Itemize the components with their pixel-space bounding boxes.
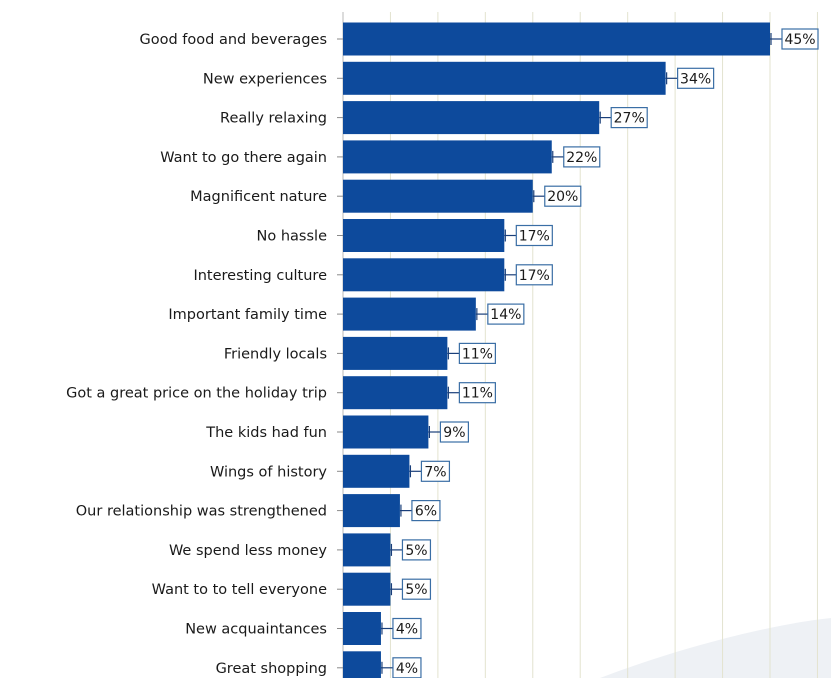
bar (343, 533, 391, 567)
bar (343, 219, 505, 252)
value-label-box (420, 460, 451, 482)
bar (343, 572, 391, 606)
category-label: Interesting culture (193, 268, 327, 284)
value-label-box (563, 146, 601, 168)
background-swoosh (600, 618, 831, 678)
value-label-box (677, 67, 715, 89)
bar (343, 179, 533, 213)
bar (343, 101, 600, 135)
category-label: Our relationship was strengthened (76, 504, 327, 520)
bar (343, 376, 448, 410)
value-label-box (392, 617, 422, 640)
value-label-box (544, 185, 582, 207)
category-label: Good food and beverages (140, 32, 328, 48)
value-label-box (411, 500, 441, 522)
value-label-box (487, 303, 525, 325)
category-label: Want to to tell everyone (152, 582, 327, 598)
category-label: The kids had fun (205, 425, 327, 441)
category-label: Want to go there again (160, 150, 327, 166)
label-layer: Good food and beverages 45% New experience… (66, 28, 819, 678)
value-label: 45% (784, 32, 815, 48)
bar (343, 61, 666, 95)
value-label: 17% (519, 229, 550, 245)
value-label: 4% (396, 661, 418, 677)
category-label: Magnificent nature (190, 189, 327, 205)
bar (343, 415, 429, 449)
value-label-box (781, 28, 819, 50)
value-label: 34% (680, 71, 711, 87)
category-label: Wings of history (210, 464, 327, 480)
value-label: 6% (415, 504, 437, 520)
bar (343, 612, 381, 645)
bar (343, 494, 400, 528)
value-label: 5% (405, 543, 427, 559)
value-label-box (610, 106, 648, 129)
bar (343, 297, 476, 331)
value-label: 27% (614, 111, 645, 127)
value-label-box (439, 421, 469, 443)
value-label: 4% (396, 622, 418, 638)
value-label-box (458, 342, 496, 364)
bar (343, 454, 410, 488)
bar-layer (343, 22, 770, 678)
value-label-box (515, 224, 553, 247)
value-label: 11% (462, 386, 493, 402)
value-label: 9% (443, 425, 465, 441)
bar (343, 258, 505, 292)
bar (343, 22, 770, 56)
bar (343, 336, 448, 370)
value-label: 11% (462, 346, 493, 362)
category-label: Really relaxing (220, 111, 327, 127)
category-label: Got a great price on the holiday trip (66, 386, 327, 402)
value-label: 7% (424, 464, 446, 480)
value-label: 17% (519, 268, 550, 284)
value-label-box (401, 539, 432, 561)
category-label: Friendly locals (224, 346, 327, 362)
value-label: 20% (547, 189, 578, 205)
category-label: No hassle (257, 229, 328, 245)
value-label: 14% (490, 307, 521, 323)
category-label: Important family time (168, 307, 327, 323)
value-label: 5% (405, 582, 427, 598)
category-label: New acquaintances (185, 622, 327, 638)
value-label-box (401, 578, 432, 600)
bar (343, 140, 552, 174)
value-label: 22% (566, 150, 597, 166)
category-label: We spend less money (169, 543, 327, 559)
value-label-box (458, 382, 496, 404)
category-label: New experiences (203, 71, 327, 87)
value-label-box (515, 264, 553, 286)
category-label: Great shopping (216, 661, 327, 677)
bar (343, 651, 381, 678)
